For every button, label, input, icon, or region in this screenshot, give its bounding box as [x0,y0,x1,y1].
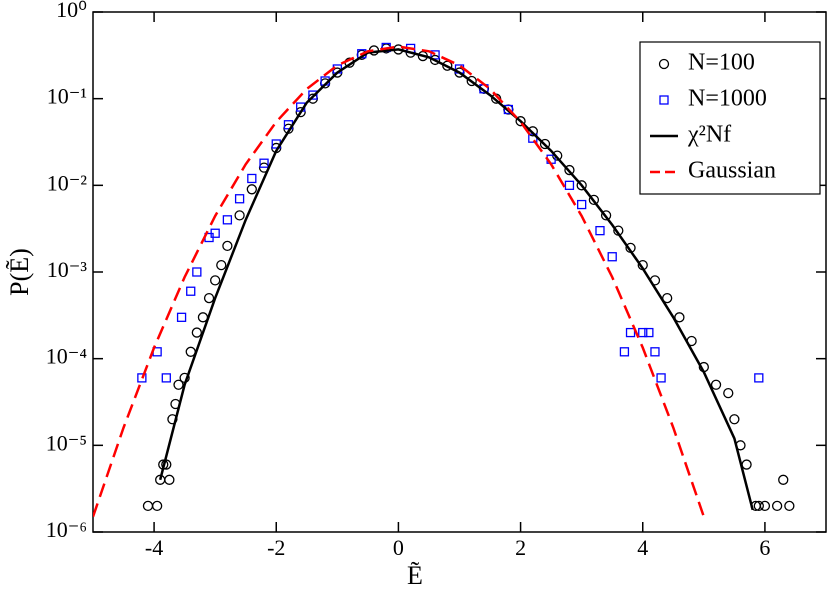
point [674,312,685,323]
point [753,500,764,512]
point [164,474,175,485]
point [588,194,600,205]
x-tick-label: 4 [637,535,648,560]
point [308,90,318,100]
point [259,158,269,168]
point [771,500,783,512]
point [234,210,245,221]
x-axis-label: Ẽ [407,561,423,590]
point [723,388,734,399]
point [234,194,245,204]
point [577,199,587,210]
point [638,327,648,338]
y-tick-label: 10⁻² [47,170,88,195]
legend-symbol [659,95,669,105]
point [607,252,617,262]
legend-label: N=1000 [688,86,767,112]
point [161,373,171,383]
point [222,215,233,225]
legend-label: χ²Nf [687,122,731,148]
y-tick-label: 10⁻⁴ [46,344,88,369]
y-tick-label: 10⁻³ [47,257,88,282]
point [644,327,654,338]
legend-box [639,41,821,195]
point [429,54,441,66]
plot-area [93,42,795,518]
x-tick-label: 2 [515,535,526,560]
point [191,327,202,338]
point [729,414,740,425]
x-tick-label: -2 [267,535,285,560]
point [619,347,630,357]
point [784,500,795,512]
point [778,474,789,485]
point [564,164,575,176]
point [741,459,752,470]
y-tick-label: 10⁻⁵ [46,430,87,455]
point [430,50,440,60]
point [222,240,233,252]
point [210,275,221,286]
y-tick-label: 10⁰ [56,0,87,22]
point [210,228,220,238]
line [93,45,706,518]
point [710,379,722,390]
point [176,312,187,322]
point [650,347,660,357]
point [192,267,202,277]
point [216,259,227,271]
point [151,500,163,512]
point [173,379,184,390]
point [203,292,215,304]
point [247,173,257,184]
point [186,286,196,296]
x-tick-label: 0 [393,535,404,560]
y-axis-label: P(Ẽ) [5,248,34,296]
point [503,104,514,115]
point [442,60,453,71]
point [142,500,154,512]
point [466,75,477,87]
point [246,184,257,195]
point [515,116,526,127]
point [137,373,147,383]
point [595,225,605,236]
line [158,48,754,511]
x-tick-label: 6 [759,535,770,560]
point [576,180,587,191]
y-tick-label: 10⁻⁶ [46,517,87,542]
point [564,180,575,190]
point [295,106,306,118]
legend-symbol [658,58,670,70]
point [600,210,612,221]
point [759,500,771,512]
point [754,373,764,383]
point [539,138,551,150]
point [625,327,636,338]
point [656,373,666,383]
legend-label: N=100 [688,50,755,76]
y-tick-label: 10⁻¹ [47,84,87,109]
legend-label: Gaussian [688,158,776,184]
x-tick-label: -4 [145,535,163,560]
